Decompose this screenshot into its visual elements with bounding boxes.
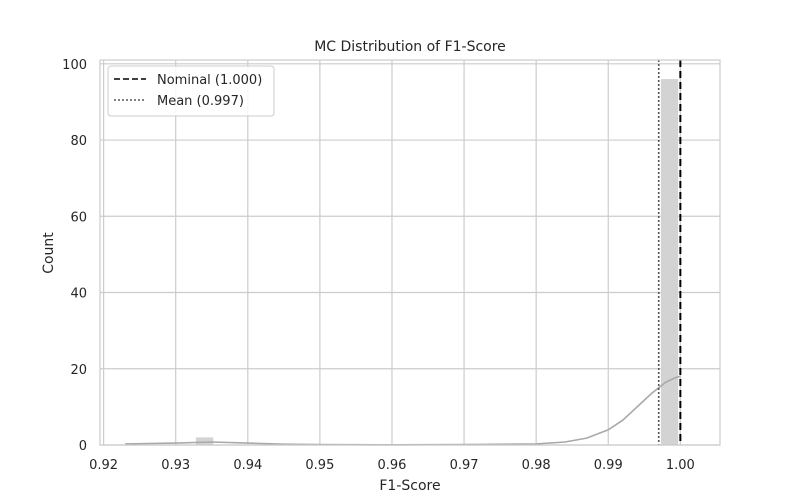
legend-label-mean: Mean (0.997) (157, 94, 244, 109)
x-tick-label: 0.95 (305, 458, 334, 473)
reference-lines (657, 60, 682, 445)
x-tick-label: 0.92 (89, 458, 118, 473)
y-tick-label: 0 (79, 439, 87, 454)
x-axis-ticks: 0.92 0.93 0.94 0.95 0.96 0.97 0.98 0.99 1.00 (89, 458, 695, 473)
histogram-bar (195, 437, 214, 445)
y-axis-ticks: 0 20 40 60 80 100 (62, 58, 87, 454)
x-tick-label: 0.97 (450, 458, 479, 473)
x-tick-label: 0.96 (378, 458, 407, 473)
kde-curve (125, 375, 681, 446)
x-axis-label: F1-Score (379, 478, 440, 494)
grid-lines (100, 60, 720, 446)
chart-title: MC Distribution of F1-Score (314, 39, 506, 55)
plot-frame (99, 59, 721, 446)
y-tick-label: 20 (70, 363, 87, 378)
y-tick-label: 40 (70, 287, 87, 302)
histogram-bars (195, 79, 679, 446)
x-tick-label: 0.93 (161, 458, 190, 473)
x-tick-label: 0.98 (522, 458, 551, 473)
y-axis-label: Count (41, 232, 57, 274)
x-tick-label: 0.94 (233, 458, 262, 473)
legend-box (107, 65, 275, 117)
legend-label-nominal: Nominal (1.000) (157, 73, 262, 88)
legend: Nominal (1.000) Mean (0.997) (107, 65, 275, 117)
x-tick-label: 1.00 (666, 458, 695, 473)
histogram-bar (660, 79, 679, 446)
x-tick-label: 0.99 (594, 458, 623, 473)
y-tick-label: 60 (70, 210, 87, 225)
y-tick-label: 80 (70, 134, 87, 149)
y-tick-label: 100 (62, 58, 87, 73)
